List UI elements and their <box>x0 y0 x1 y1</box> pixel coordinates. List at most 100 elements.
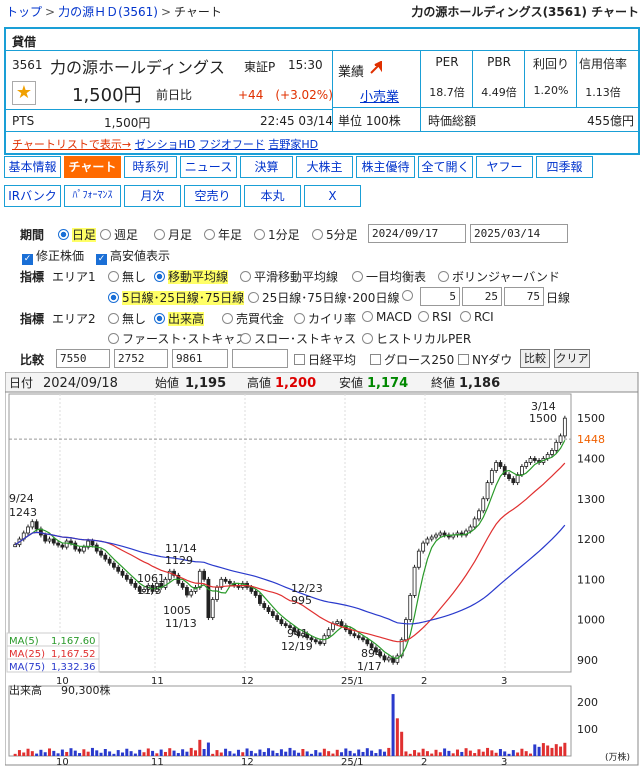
volume-bar <box>559 746 563 756</box>
growth250-checkbox[interactable]: グロース250 <box>370 351 454 368</box>
volume-bar <box>86 751 90 756</box>
gyoseki-label[interactable]: 業績 <box>338 65 365 80</box>
arrow-up-icon[interactable] <box>369 61 383 75</box>
compare-input-4[interactable] <box>232 349 288 368</box>
period-radio-3[interactable]: 年足 <box>204 226 242 243</box>
area2-radio-5[interactable]: RSI <box>418 310 452 324</box>
area2-radio-0-label: 無し <box>122 312 147 326</box>
tab2-3[interactable]: 空売り <box>184 185 241 207</box>
tab-1[interactable]: チャート <box>64 156 121 178</box>
volume-bar <box>206 742 210 756</box>
area2-radio-0[interactable]: 無し <box>108 310 146 327</box>
ma-radio-1[interactable]: 25日線･75日線･200日線 <box>248 289 399 306</box>
volume-bar <box>26 748 30 756</box>
compare-button[interactable]: 比較 <box>520 349 550 368</box>
candle-body <box>120 570 125 576</box>
volume-bar <box>185 751 189 756</box>
tab-9[interactable]: 四季報 <box>536 156 593 178</box>
compare-input-1[interactable]: 7550 <box>56 349 110 368</box>
volume-bar <box>477 749 481 756</box>
x-tick-5: 3 <box>501 676 507 687</box>
clear-button[interactable]: クリア <box>554 349 590 368</box>
tab2-4[interactable]: 本丸 <box>244 185 301 207</box>
tab-7[interactable]: 全て開く <box>418 156 473 178</box>
date-to-input[interactable]: 2025/03/14 <box>470 224 568 243</box>
candle-body <box>434 534 438 538</box>
period-radio-1[interactable]: 週足 <box>100 226 138 243</box>
candle-body <box>227 580 232 584</box>
area1-radio-0[interactable]: 無し <box>108 268 146 285</box>
candle-body <box>262 603 267 608</box>
company-name: 力の源ホールディングス <box>50 58 225 77</box>
tab-2[interactable]: 時系列 <box>124 156 177 178</box>
volume-bar <box>486 747 490 756</box>
area2-radio-9[interactable]: ヒストリカルPER <box>362 330 471 347</box>
volume-bar <box>520 748 524 756</box>
volume-bar <box>335 749 339 756</box>
area1-radio-3[interactable]: 一目均衡表 <box>352 268 426 285</box>
area2-radio-8[interactable]: スロー･ストキャス <box>240 330 356 347</box>
ma-input-2[interactable]: 25 <box>462 287 502 306</box>
ma5-line <box>14 439 566 660</box>
sector-link[interactable]: 小売業 <box>360 90 400 105</box>
volume-bar <box>22 752 26 756</box>
tab2-0[interactable]: IRバンク <box>4 185 61 207</box>
indicator-label: 指標 <box>20 270 45 284</box>
highlow-checkbox[interactable]: ✓ 高安値表示 <box>96 249 171 265</box>
adjust-checkbox[interactable]: ✓ 修正株価 <box>22 249 85 265</box>
period-radio-4[interactable]: 1分足 <box>254 226 300 243</box>
candle-body <box>112 562 116 568</box>
pts-label: PTS <box>12 114 35 128</box>
area2-radio-6[interactable]: RCI <box>460 310 494 324</box>
period-radio-0[interactable]: 日足 <box>58 226 97 243</box>
tab-5[interactable]: 大株主 <box>296 156 353 178</box>
compare-input-3[interactable]: 9861 <box>172 349 228 368</box>
nikkei-checkbox[interactable]: 日経平均 <box>294 351 356 368</box>
area1-radio-4[interactable]: ボリンジャーバンド <box>438 268 560 285</box>
ma-input-1[interactable]: 5 <box>420 287 460 306</box>
tab-8[interactable]: ヤフー <box>476 156 533 178</box>
area2-radio-4[interactable]: MACD <box>362 310 412 324</box>
related-link-1[interactable]: ゼンショHD <box>134 138 196 151</box>
nydow-checkbox[interactable]: NYダウ <box>458 351 512 368</box>
tab-0[interactable]: 基本情報 <box>4 156 61 178</box>
period-radio-2[interactable]: 月足 <box>154 226 192 243</box>
breadcrumb-top[interactable]: トップ <box>6 5 43 19</box>
area2-radio-7[interactable]: ファースト･ストキャス <box>108 330 247 347</box>
tab-6[interactable]: 株主優待 <box>356 156 415 178</box>
area2-radio-3[interactable]: カイリ率 <box>294 310 356 327</box>
related-link-2[interactable]: フジオフード <box>198 138 265 151</box>
chartlist-link[interactable]: チャートリストで表示→ <box>12 138 132 151</box>
tab2-5[interactable]: X <box>304 185 361 207</box>
breadcrumb-stock[interactable]: 力の源ＨＤ(3561) <box>58 5 158 19</box>
compare-input-2[interactable]: 2752 <box>114 349 168 368</box>
period-radio-5[interactable]: 5分足 <box>312 226 358 243</box>
volume-bar <box>370 750 374 756</box>
area2-radio-1[interactable]: 出来高 <box>154 310 205 327</box>
tab-4[interactable]: 決算 <box>240 156 293 178</box>
ma-legend-box-2 <box>6 658 100 673</box>
related-link-3[interactable]: 吉野家HD <box>268 138 319 151</box>
candle-body <box>498 462 503 467</box>
volume-bar <box>65 751 69 756</box>
vol-x-tick-1: 11 <box>151 757 164 766</box>
ma-radio-0[interactable]: 5日線･25日線･75日線 <box>108 289 245 306</box>
ma-input-3[interactable]: 75 <box>504 287 544 306</box>
volume-bar <box>438 752 442 756</box>
stock-chart[interactable]: 日付 2024/09/18 始値 1,195 高値 1,200 安値 1,174 終値 1,186… <box>5 372 639 766</box>
compare-label: 比較 <box>20 353 45 367</box>
ma-radio-1-label: 25日線･75日線･200日線 <box>262 291 400 305</box>
tab-3[interactable]: ニュース <box>180 156 237 178</box>
candle-body <box>416 550 421 568</box>
area2-radio-2[interactable]: 売買代金 <box>222 310 284 327</box>
ma-radio-custom[interactable] <box>402 289 416 303</box>
area1-radio-1[interactable]: 移動平均線 <box>154 268 229 285</box>
tab2-2[interactable]: 月次 <box>124 185 181 207</box>
date-from-input[interactable]: 2024/09/17 <box>368 224 466 243</box>
area1-radio-2[interactable]: 平滑移動平均線 <box>240 268 338 285</box>
candle-body <box>129 578 134 584</box>
area2-radio-9-label: ヒストリカルPER <box>376 332 472 346</box>
volume-bar <box>151 750 155 756</box>
favorite-star-icon[interactable]: ★ <box>12 81 36 105</box>
tab2-1[interactable]: ﾊﾟﾌｫｰﾏﾝｽ <box>64 185 121 207</box>
